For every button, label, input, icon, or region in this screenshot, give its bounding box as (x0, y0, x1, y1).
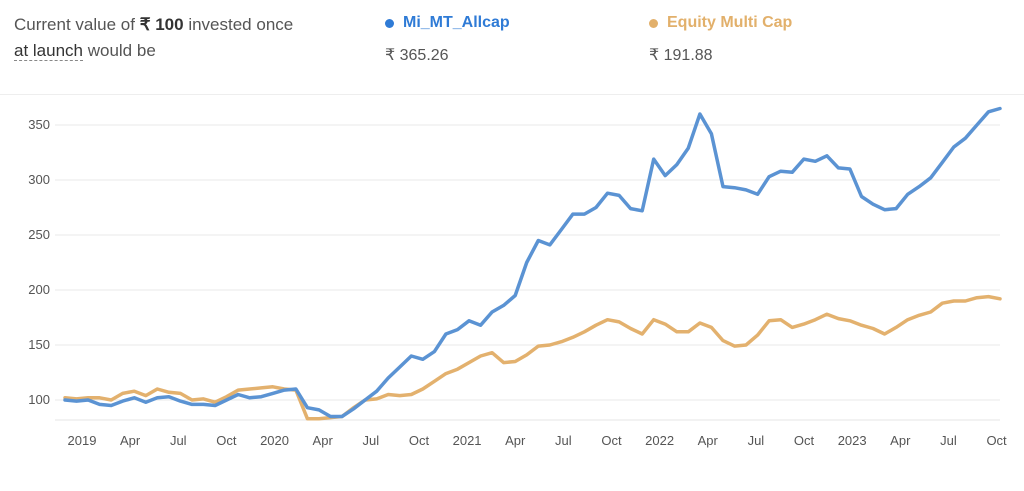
y-tick-label: 100 (28, 392, 50, 407)
x-tick-label: Oct (216, 433, 237, 448)
x-tick-label: Apr (505, 433, 526, 448)
x-tick-label: Oct (794, 433, 815, 448)
x-tick-label: 2021 (453, 433, 482, 448)
legend-dot-allcap (385, 18, 394, 28)
x-tick-label: 2019 (68, 433, 97, 448)
x-tick-label: Apr (890, 433, 911, 448)
summary-suffix: would be (83, 41, 156, 60)
x-tick-label: Apr (120, 433, 141, 448)
x-tick-label: 2020 (260, 433, 289, 448)
fund-legend-allcap: Mi_MT_Allcap ₹ 365.26 (385, 12, 510, 67)
x-tick-label: Jul (170, 433, 187, 448)
x-tick-label: Jul (940, 433, 957, 448)
x-tick-label: Jul (555, 433, 572, 448)
y-axis-ticks: 100 150 200 250 300 350 (28, 117, 50, 407)
x-tick-label: Jul (748, 433, 765, 448)
y-tick-label: 150 (28, 337, 50, 352)
fund-name-allcap: Mi_MT_Allcap (385, 12, 510, 34)
series-lines (63, 106, 1002, 421)
x-tick-label: Jul (362, 433, 379, 448)
series-line-allcap (63, 106, 1002, 419)
fund-name-text-allcap: Mi_MT_Allcap (403, 14, 510, 31)
fund-value-allcap: ₹ 365.26 (385, 47, 449, 64)
summary-prefix: Current value of (14, 15, 140, 34)
y-tick-label: 300 (28, 172, 50, 187)
legend-dot-multicap (649, 18, 658, 28)
x-tick-label: Oct (986, 433, 1007, 448)
grid-lines (55, 124, 1000, 421)
y-tick-label: 200 (28, 282, 50, 297)
summary-amount: ₹ 100 (139, 15, 184, 34)
y-tick-label: 250 (28, 227, 50, 242)
fund-name-text-multicap: Equity Multi Cap (667, 14, 793, 31)
fund-name-multicap: Equity Multi Cap (649, 12, 792, 34)
x-tick-label: Apr (313, 433, 334, 448)
x-tick-label: Oct (409, 433, 430, 448)
x-tick-label: Oct (601, 433, 622, 448)
header-divider (0, 94, 1024, 95)
y-tick-label: 350 (28, 117, 50, 132)
x-axis-ticks: 2019 Apr Jul Oct 2020 Apr Jul Oct 2021 Apr Jul Oct 2… (68, 433, 1008, 448)
fund-legend-multicap: Equity Multi Cap ₹ 191.88 (649, 12, 792, 67)
x-tick-label: Apr (698, 433, 719, 448)
summary-text: Current value of ₹ 100 invested once at … (14, 12, 354, 64)
launch-period-selector[interactable]: at launch (14, 41, 83, 61)
header: Current value of ₹ 100 invested once at … (0, 0, 1024, 80)
summary-mid: invested once (183, 15, 294, 34)
x-tick-label: 2022 (645, 433, 674, 448)
fund-value-multicap: ₹ 191.88 (649, 47, 713, 64)
x-tick-label: 2023 (838, 433, 867, 448)
series-line-multicap (63, 294, 1002, 421)
